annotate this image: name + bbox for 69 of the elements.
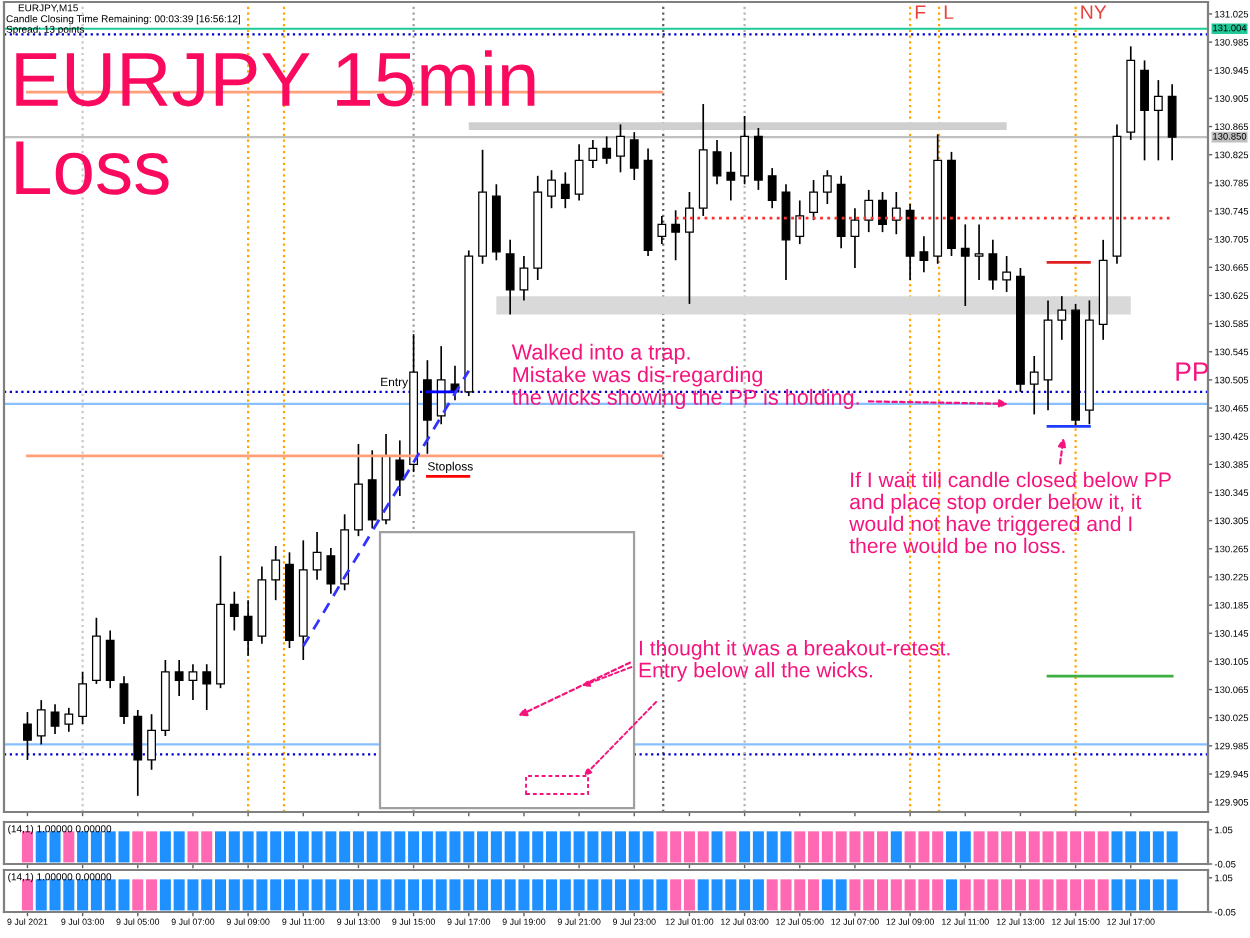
candlestick xyxy=(91,616,101,685)
candlestick xyxy=(64,707,74,733)
candlestick xyxy=(202,663,212,711)
candlestick xyxy=(629,131,639,181)
candlestick xyxy=(919,235,929,274)
candlestick xyxy=(753,127,763,191)
candlestick xyxy=(505,239,515,316)
text: Loss xyxy=(16,141,169,195)
candlestick xyxy=(436,345,446,426)
annotation: L xyxy=(944,5,954,19)
candlestick xyxy=(685,191,694,305)
candlestick xyxy=(547,169,556,210)
candlestick xyxy=(767,167,777,210)
candlestick xyxy=(1140,59,1149,162)
candlestick xyxy=(50,703,60,735)
candlestick xyxy=(119,675,129,725)
candlestick xyxy=(795,199,805,245)
candlestick xyxy=(1029,355,1039,416)
candlestick xyxy=(960,223,970,307)
candlestick xyxy=(1153,79,1163,162)
candlestick xyxy=(36,699,46,746)
candlestick xyxy=(133,709,143,797)
candlestick xyxy=(822,169,832,205)
candlestick xyxy=(105,629,115,689)
candlestick xyxy=(1167,83,1177,162)
candlestick xyxy=(1057,295,1067,341)
candlestick xyxy=(809,179,818,221)
candlestick xyxy=(878,191,887,233)
candlestick xyxy=(354,443,363,537)
candlestick xyxy=(395,439,405,497)
candlestick xyxy=(174,659,184,697)
candlestick xyxy=(657,215,667,245)
candlestick xyxy=(574,143,584,202)
candlestick xyxy=(422,359,432,455)
candlestick xyxy=(243,599,253,657)
candlestick xyxy=(616,123,625,174)
candlestick xyxy=(671,209,681,262)
candlestick xyxy=(864,189,874,233)
candlestick xyxy=(712,139,722,186)
candlestick xyxy=(560,171,570,210)
candlestick xyxy=(974,223,984,281)
candlestick xyxy=(147,713,156,771)
candlestick xyxy=(271,545,281,602)
candlestick xyxy=(588,139,598,169)
candlestick xyxy=(188,663,198,701)
candlestick xyxy=(602,135,612,165)
annotation: I thought it was a breakout-retest. Entry below all the wicks. xyxy=(639,640,950,682)
ref-line-label: NY xyxy=(1081,5,1107,19)
candlestick xyxy=(229,590,239,632)
chart-title: EURJPY 15min xyxy=(16,50,535,107)
annotation: PP xyxy=(1176,362,1209,381)
candlestick xyxy=(905,203,915,281)
annotation: If I wait till candle closed below PP and place stop order below it, it would not have triggered and I there would be no loss. xyxy=(849,471,1171,554)
candlestick xyxy=(23,711,32,761)
candlestick xyxy=(78,671,88,725)
candlestick xyxy=(850,207,860,269)
candlestick xyxy=(726,151,736,202)
candlestick xyxy=(1002,255,1012,293)
line-series xyxy=(301,369,471,648)
candlestick xyxy=(326,547,336,595)
candlestick xyxy=(519,255,529,302)
candlestick xyxy=(891,191,901,236)
candlestick xyxy=(740,115,750,186)
annotation: Walked into a trap. Mistake was dis-regarding the wicks showing the PP is holding. xyxy=(511,343,859,410)
candlestick xyxy=(312,531,322,581)
candlestick xyxy=(988,239,998,291)
candlestick xyxy=(367,449,377,530)
candlestick xyxy=(781,183,791,281)
ref-line-label: F xyxy=(915,5,926,19)
